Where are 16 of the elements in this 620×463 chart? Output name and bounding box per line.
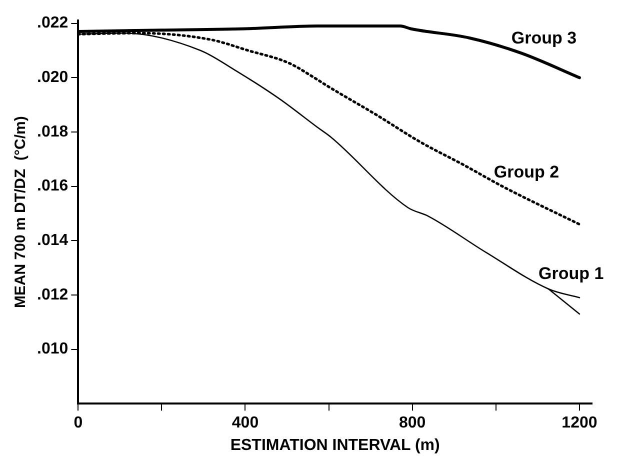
x-tick-label: 1200 <box>562 414 598 432</box>
series-label: Group 3 <box>511 28 577 48</box>
series-label: Group 2 <box>494 162 560 182</box>
x-tick-label: 0 <box>74 414 83 432</box>
y-tick-label: .010 <box>37 340 68 358</box>
y-tick-label: .022 <box>37 14 68 32</box>
x-axis-title: ESTIMATION INTERVAL (m) <box>230 436 440 454</box>
series-label: Group 1 <box>538 264 604 284</box>
y-tick-label: .012 <box>37 286 68 304</box>
x-tick-label: 800 <box>399 414 426 432</box>
y-tick-label: .020 <box>37 69 68 86</box>
y-tick-label: .016 <box>37 178 68 195</box>
y-tick-label: .014 <box>37 232 68 250</box>
y-axis-title: MEAN 700 m DT/DZ (°C/m) <box>12 116 30 308</box>
x-tick-label: 400 <box>232 414 259 432</box>
y-tick-label: .018 <box>37 123 68 140</box>
